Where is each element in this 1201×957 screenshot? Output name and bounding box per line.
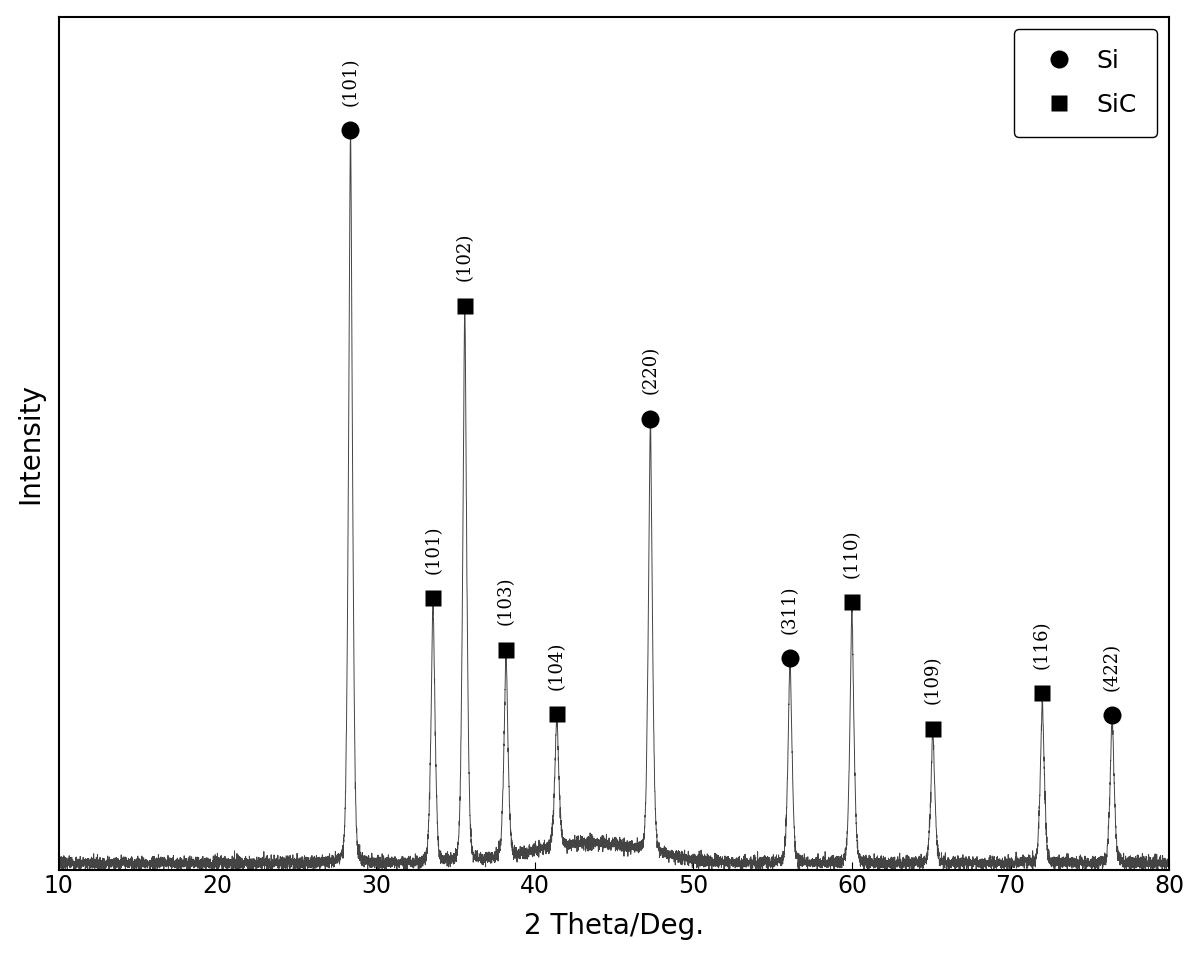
Legend: Si, SiC: Si, SiC bbox=[1014, 29, 1157, 137]
Text: (220): (220) bbox=[641, 346, 659, 394]
Text: (102): (102) bbox=[456, 233, 473, 281]
Text: (101): (101) bbox=[341, 57, 359, 105]
Text: (104): (104) bbox=[548, 641, 566, 690]
Text: (311): (311) bbox=[781, 586, 799, 634]
Text: (103): (103) bbox=[497, 577, 515, 625]
Text: (101): (101) bbox=[424, 525, 442, 573]
Text: (109): (109) bbox=[924, 656, 942, 704]
Text: (110): (110) bbox=[843, 529, 861, 578]
X-axis label: 2 Theta/Deg.: 2 Theta/Deg. bbox=[524, 912, 704, 941]
Y-axis label: Intensity: Intensity bbox=[17, 383, 44, 503]
Text: (422): (422) bbox=[1104, 642, 1122, 691]
Text: (116): (116) bbox=[1033, 620, 1051, 669]
